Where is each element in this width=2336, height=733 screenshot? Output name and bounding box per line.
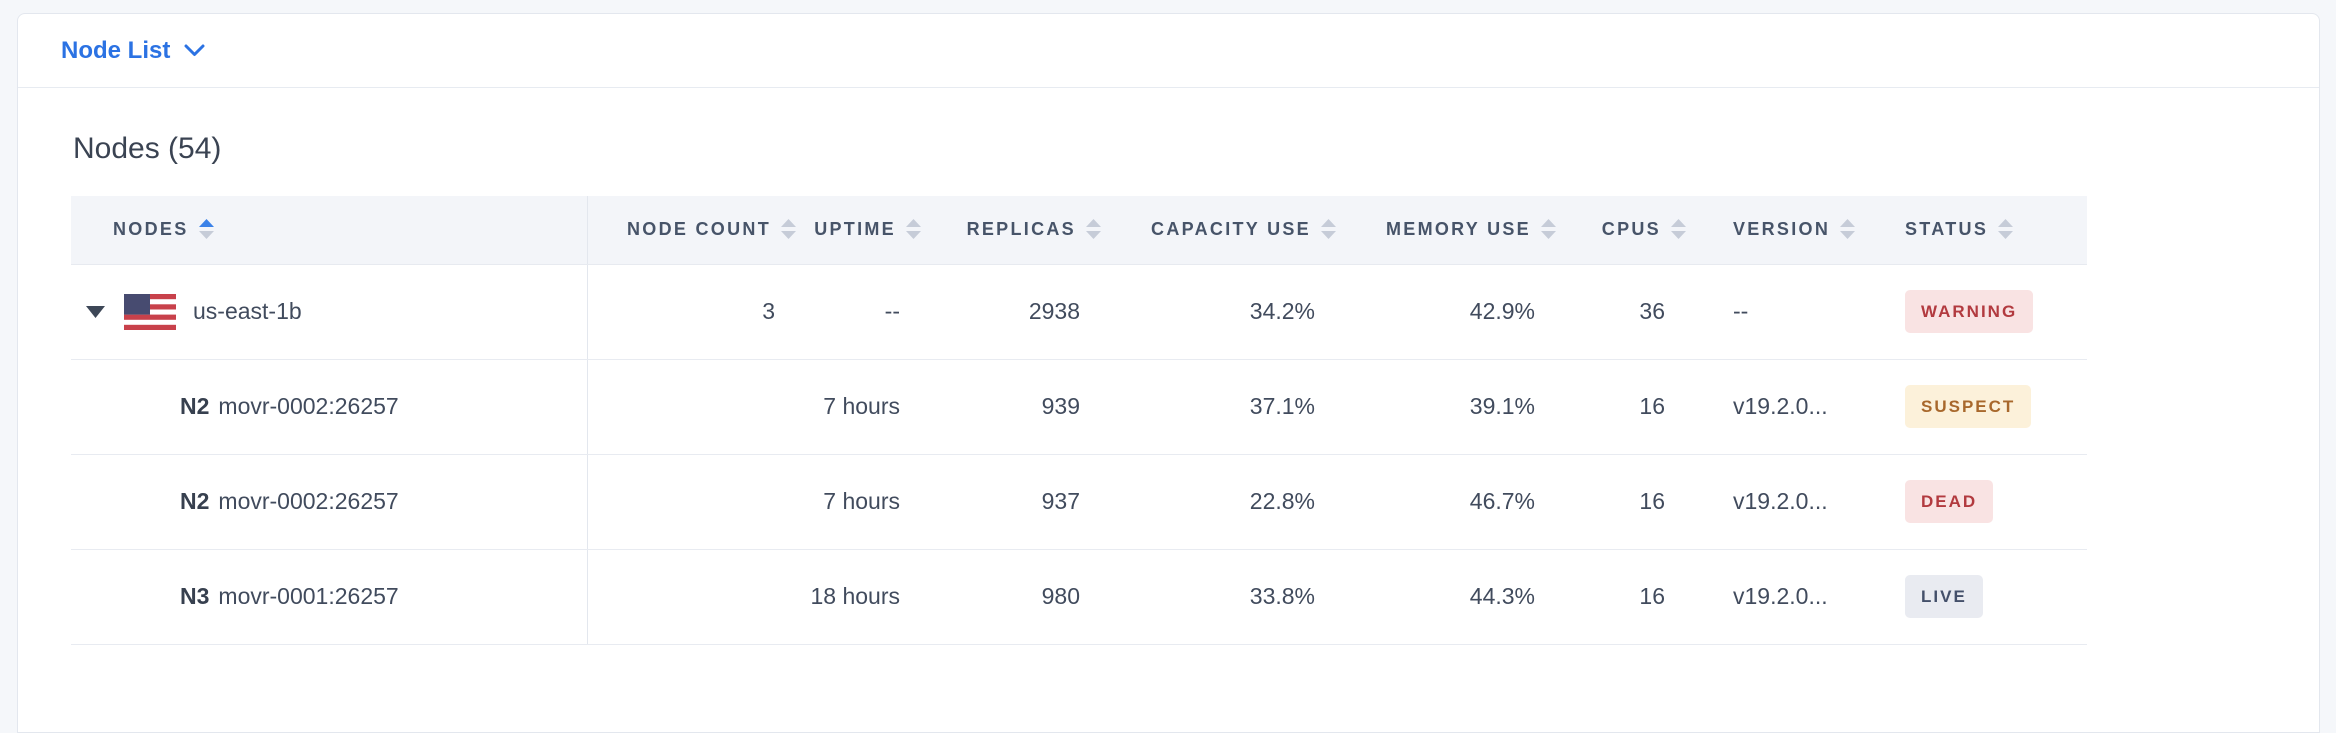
cell-capacity_use: 34.2%	[1106, 264, 1341, 360]
cell-uptime: 7 hours	[801, 454, 926, 550]
node-id: N3	[180, 583, 210, 609]
cell-status: SUSPECT	[1891, 359, 2087, 455]
cell-node_count	[587, 549, 801, 645]
card-body: Nodes (54) NODES NODE COUNT UPTIME REPLI…	[18, 130, 2319, 645]
column-header-label: VERSION	[1733, 219, 1831, 240]
cell-replicas: 939	[926, 359, 1106, 455]
sort-icon	[1541, 219, 1556, 240]
column-header-replicas[interactable]: REPLICAS	[926, 196, 1106, 265]
cell-nodes: N2 movr-0002:26257	[71, 454, 588, 550]
cell-replicas: 980	[926, 549, 1106, 645]
nodes-table: NODES NODE COUNT UPTIME REPLICAS CAPACIT…	[71, 196, 2087, 645]
sort-icon	[781, 219, 796, 240]
node-list-dropdown[interactable]: Node List	[61, 37, 205, 65]
cell-memory_use: 42.9%	[1341, 264, 1561, 360]
cell-replicas: 937	[926, 454, 1106, 550]
cell-memory_use: 39.1%	[1341, 359, 1561, 455]
cell-nodes: N3 movr-0001:26257	[71, 549, 588, 645]
column-header-node_count[interactable]: NODE COUNT	[587, 196, 801, 265]
column-header-uptime[interactable]: UPTIME	[801, 196, 926, 265]
sort-icon	[1321, 219, 1336, 240]
table-row-region: us-east-1b 3 -- 2938 34.2% 42.9% 36 -- WARNING	[71, 264, 2087, 360]
cell-cpus: 36	[1561, 264, 1691, 360]
cell-version: v19.2.0...	[1691, 549, 1891, 645]
cell-capacity_use: 33.8%	[1106, 549, 1341, 645]
node-id: N2	[180, 393, 210, 419]
node-address: movr-0002:26257	[218, 488, 399, 514]
cell-memory_use: 44.3%	[1341, 549, 1561, 645]
table-header-row: NODES NODE COUNT UPTIME REPLICAS CAPACIT…	[71, 196, 2087, 265]
expand-collapse-caret[interactable]	[86, 305, 105, 318]
sort-icon	[1840, 219, 1856, 240]
cell-status: WARNING	[1891, 264, 2087, 360]
cell-capacity_use: 22.8%	[1106, 454, 1341, 550]
table-row-node: N2 movr-0002:26257 7 hours 937 22.8% 46.7% 16 v…	[71, 454, 2087, 550]
cell-status: LIVE	[1891, 549, 2087, 645]
node-name-cell: N3 movr-0001:26257	[71, 583, 587, 610]
page-title: Nodes (54)	[73, 132, 222, 165]
cell-cpus: 16	[1561, 359, 1691, 455]
sort-icon	[1998, 219, 2014, 240]
status-badge: DEAD	[1905, 480, 1994, 523]
status-badge: WARNING	[1905, 290, 2034, 333]
column-header-status[interactable]: STATUS	[1891, 196, 2087, 265]
cell-status: DEAD	[1891, 454, 2087, 550]
column-header-label: NODES	[113, 219, 189, 240]
node-id: N2	[180, 488, 210, 514]
table-body: us-east-1b 3 -- 2938 34.2% 42.9% 36 -- WARNING N2…	[71, 264, 2087, 645]
cell-node_count: 3	[587, 264, 801, 360]
column-header-capacity_use[interactable]: CAPACITY USE	[1106, 196, 1341, 265]
region-name: us-east-1b	[193, 298, 302, 324]
table-row-node: N3 movr-0001:26257 18 hours 980 33.8% 44.3% 16…	[71, 549, 2087, 645]
cell-version: v19.2.0...	[1691, 454, 1891, 550]
column-header-label: MEMORY USE	[1385, 219, 1531, 240]
node-address: movr-0002:26257	[218, 393, 399, 419]
column-header-nodes[interactable]: NODES	[71, 196, 588, 265]
chevron-down-icon	[184, 44, 205, 56]
cell-nodes: us-east-1b	[71, 264, 588, 360]
cell-cpus: 16	[1561, 549, 1691, 645]
table-row-node: N2 movr-0002:26257 7 hours 939 37.1% 39.1% 16 v…	[71, 359, 2087, 455]
node-list-card: Node List Nodes (54) NODES NODE COUNT UP…	[17, 13, 2320, 733]
region-name-cell: us-east-1b	[71, 293, 587, 330]
column-header-version[interactable]: VERSION	[1691, 196, 1891, 265]
column-header-label: REPLICAS	[966, 219, 1076, 240]
cell-nodes: N2 movr-0002:26257	[71, 359, 588, 455]
cell-node_count	[587, 359, 801, 455]
status-badge: SUSPECT	[1905, 385, 2032, 428]
cell-uptime: 18 hours	[801, 549, 926, 645]
us-flag-icon	[124, 293, 176, 330]
column-header-memory_use[interactable]: MEMORY USE	[1341, 196, 1561, 265]
cell-uptime: 7 hours	[801, 359, 926, 455]
node-name-cell: N2 movr-0002:26257	[71, 488, 587, 515]
cell-uptime: --	[801, 264, 926, 360]
cell-capacity_use: 37.1%	[1106, 359, 1341, 455]
cell-replicas: 2938	[926, 264, 1106, 360]
sort-icon	[1086, 219, 1101, 240]
sort-icon	[198, 219, 214, 240]
node-name-cell: N2 movr-0002:26257	[71, 393, 587, 420]
cell-version: --	[1691, 264, 1891, 360]
column-header-cpus[interactable]: CPUS	[1561, 196, 1691, 265]
cell-version: v19.2.0...	[1691, 359, 1891, 455]
cell-node_count	[587, 454, 801, 550]
column-header-label: NODE COUNT	[627, 219, 771, 240]
cell-memory_use: 46.7%	[1341, 454, 1561, 550]
column-header-label: CAPACITY USE	[1151, 219, 1311, 240]
node-address: movr-0001:26257	[218, 583, 399, 609]
sort-icon	[1671, 219, 1686, 240]
sort-icon	[906, 219, 921, 240]
node-list-dropdown-label: Node List	[61, 36, 171, 64]
caret-down-icon	[86, 305, 105, 318]
column-header-label: UPTIME	[814, 219, 896, 240]
region-flag	[124, 293, 176, 330]
status-badge: LIVE	[1905, 575, 1983, 618]
cell-cpus: 16	[1561, 454, 1691, 550]
card-header: Node List	[18, 14, 2319, 88]
column-header-label: CPUS	[1601, 219, 1661, 240]
column-header-label: STATUS	[1905, 219, 1989, 240]
